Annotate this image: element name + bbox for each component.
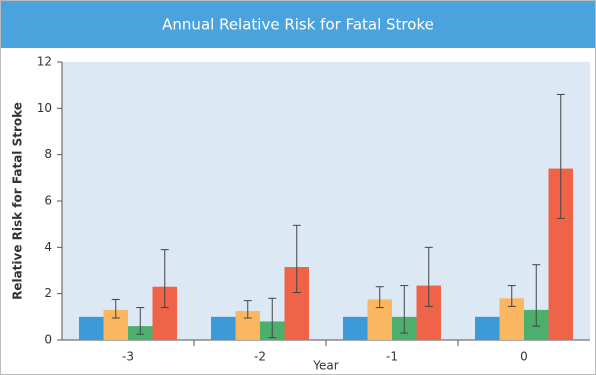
error-bar: [243, 300, 252, 319]
bar: [343, 316, 368, 340]
error-bar: [375, 286, 384, 309]
error-bar: [292, 224, 301, 294]
bar: [475, 316, 500, 340]
plot-area: [62, 62, 590, 340]
y-axis-label: Relative Risk for Fatal Stroke: [11, 102, 25, 300]
error-bar: [111, 298, 120, 319]
y-tick-label: 6: [44, 194, 52, 208]
bar: [79, 316, 104, 340]
x-tick-label: -2: [254, 350, 266, 364]
y-tick-label: 0: [44, 333, 52, 347]
y-tick-label: 12: [37, 55, 52, 69]
y-tick-label: 4: [44, 240, 52, 254]
error-bar: [556, 93, 565, 219]
title-band: [1, 1, 595, 48]
error-bar: [507, 285, 516, 307]
y-tick-label: 10: [37, 101, 52, 115]
chart-title: Annual Relative Risk for Fatal Stroke: [162, 16, 434, 34]
x-axis-label: Year: [312, 359, 338, 373]
y-tick-label: 2: [44, 286, 52, 300]
x-tick-label: -1: [386, 350, 398, 364]
y-tick-label: 8: [44, 147, 52, 161]
error-bar: [532, 264, 541, 327]
error-bar: [424, 246, 433, 307]
x-tick-label: 0: [520, 350, 528, 364]
error-bar: [268, 297, 277, 339]
error-bar: [400, 285, 409, 334]
error-bar: [160, 249, 169, 309]
bar: [211, 316, 236, 340]
x-tick-label: -3: [122, 350, 134, 364]
error-bar: [136, 307, 145, 335]
